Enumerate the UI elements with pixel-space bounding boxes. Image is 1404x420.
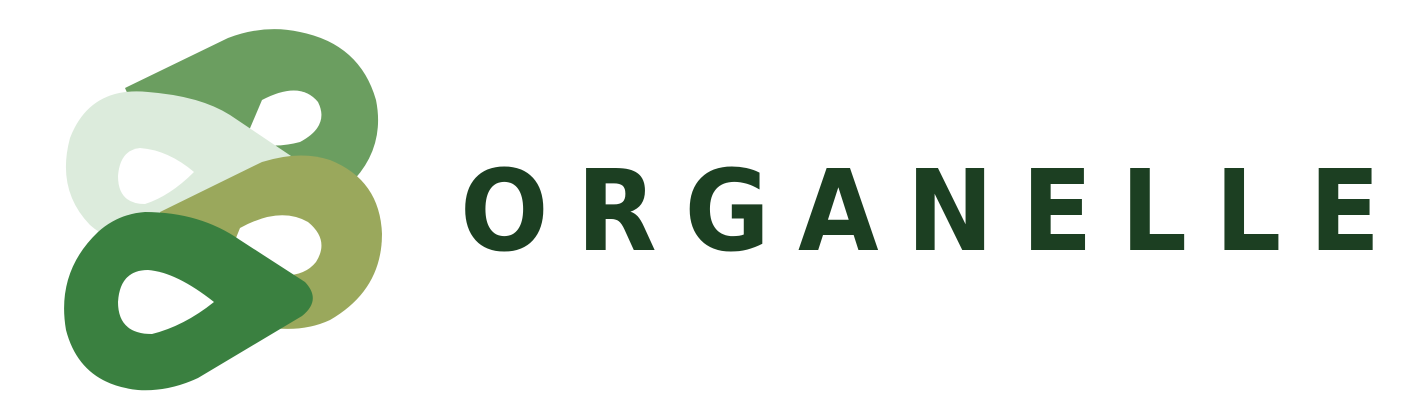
link-pale-shape [65,91,301,243]
interlocking-droplet-links-icon [64,29,382,391]
link-front-shape [64,212,313,391]
brand-wordmark: ORGANELLE [460,147,1404,277]
